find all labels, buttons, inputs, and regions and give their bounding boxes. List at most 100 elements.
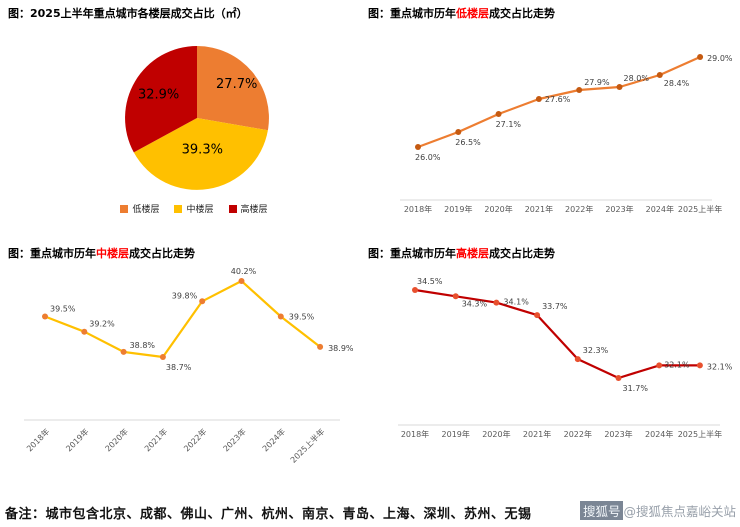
data-point-label: 38.7% [166,363,192,372]
x-axis-tick-label: 2021年 [525,204,553,214]
pie-slice [197,46,269,131]
data-point-marker [238,278,245,284]
x-axis-tick-label: 2019年 [444,204,472,214]
x-axis-tick-label: 2023年 [605,204,633,214]
low-floor-line-chart: 26.0% 26.5% 27.1% 27.6% 27.9% 28.0% 28.4% 29.0%… [400,54,733,214]
data-point-label: 32.3% [583,346,609,355]
x-axis-tick-label: 2022年 [564,429,592,439]
data-point-label: 39.8% [172,291,198,300]
x-axis-tick-label: 2020年 [103,426,130,453]
data-point-label: 28.4% [664,79,690,88]
data-point-marker [574,356,581,363]
x-axis-tick-label: 2021年 [523,429,551,439]
data-point-marker [120,348,127,355]
title-highlight: 低楼层 [456,7,489,20]
mid-floor-trend-panel: 图：重点城市历年中楼层成交占比走势 39.5% 39.2% 38.8% 38.7% 39… [0,240,360,490]
x-axis-tick-label: 2020年 [484,204,512,214]
pie-slice-label: 39.3% [182,143,223,158]
legend-item-mid-floor: 中楼层 [174,202,214,215]
x-axis-tick-label: 2019年 [64,426,91,453]
pie-slice [125,46,197,153]
data-point-marker [616,84,623,90]
x-axis-tick-label: 2022年 [565,204,593,214]
data-point-marker [199,298,206,305]
data-point-label: 39.2% [89,320,115,329]
trend-line [414,288,700,380]
trend-line [417,55,701,149]
x-axis-tick-label: 2023年 [221,426,248,453]
data-point-label: 38.8% [130,341,156,350]
legend-item-high-floor: 高楼层 [228,202,268,215]
x-axis-tick-label: 2025上半年 [678,429,722,439]
data-point-marker [697,54,704,60]
x-axis-tick-label: 2020年 [482,429,510,439]
data-point-marker [159,354,166,360]
data-point-label: 39.5% [289,313,315,322]
trend-line [44,279,321,359]
data-point-marker [535,96,542,102]
footnote: 备注：城市包含北京、成都、佛山、广州、杭州、南京、青岛、上海、深圳、苏州、无锡 [5,507,532,522]
pie-slice [133,118,268,190]
pie-chart: 27.7% 39.3% 32.9% [125,46,269,190]
data-point-marker [42,313,48,320]
data-point-label: 26.0% [415,153,441,162]
data-point-marker [534,312,541,319]
x-axis-tick-label: 2019年 [442,429,470,439]
data-point-marker [412,287,418,293]
x-axis-tick-label: 2024年 [645,429,673,439]
data-point-label: 31.7% [623,384,649,393]
x-axis-tick-label: 2018年 [404,204,432,214]
legend-label: 低楼层 [132,205,160,215]
x-axis-tick-label: 2023年 [604,429,632,439]
title-text: 成交占比走势 [489,247,555,260]
data-point-marker [452,293,459,300]
x-axis-tick-label: 2021年 [142,426,169,453]
data-point-marker [277,313,284,320]
data-point-marker [696,362,703,369]
high-floor-chart-title: 图：重点城市历年高楼层成交占比走势 [368,245,555,261]
x-axis-tick-label: 2022年 [181,426,208,453]
title-text: 成交占比走势 [129,247,195,260]
pie-chart-title: 图：2025上半年重点城市各楼层成交占比（㎡） [8,7,248,20]
pie-slice-label: 27.7% [216,77,257,92]
title-text: 图：重点城市历年 [8,247,96,260]
data-point-label: 26.5% [455,138,481,147]
data-point-label: 27.6% [545,95,571,104]
data-point-marker [576,87,583,93]
low-floor-trend-panel: 图：重点城市历年低楼层成交占比走势 26.0% 26.5% 27.1% 27.6% 27… [360,0,740,240]
title-text: 图：重点城市历年 [368,247,456,260]
data-point-marker [495,111,502,117]
legend-label: 高楼层 [240,205,268,215]
data-point-label: 34.3% [462,299,488,308]
data-point-label: 32.1% [707,362,733,371]
data-point-label: 39.5% [50,305,76,314]
data-point-label: 28.0% [624,74,650,83]
legend-label: 中楼层 [186,205,214,215]
data-point-label: 40.2% [231,267,257,276]
data-point-label: 38.9% [328,344,354,353]
data-point-label: 33.7% [542,302,568,311]
data-point-marker [81,328,88,335]
data-point-label: 32.1% [664,360,690,369]
x-axis-tick-label: 2024年 [260,426,287,453]
x-axis-tick-label: 2024年 [646,204,674,214]
pie-legend: 低楼层 中楼层 高楼层 [0,202,360,215]
data-point-label: 29.0% [707,54,733,63]
mid-floor-line-chart: 39.5% 39.2% 38.8% 38.7% 39.8% 40.2% 39.5% 38.9%… [24,267,354,465]
data-point-marker [656,362,663,369]
sohu-account-badge: 搜狐号 [579,501,624,520]
x-axis-tick-label: 2018年 [401,429,429,439]
title-highlight: 高楼层 [456,247,489,260]
watermark: 搜狐号 @搜狐焦点嘉峪关站 [579,501,736,520]
pie-chart-panel: 图：2025上半年重点城市各楼层成交占比（㎡） 27.7% 39.3% 32.9% … [0,0,360,240]
data-point-marker [493,299,500,306]
data-point-label: 34.1% [503,298,529,307]
x-axis-tick-label: 2025上半年 [288,426,326,464]
legend-swatch-mid-icon [174,204,183,213]
data-point-marker [615,375,622,381]
watermark-text: @搜狐焦点嘉峪关站 [623,504,736,519]
data-point-label: 27.1% [496,120,522,129]
legend-swatch-low-icon [120,204,129,213]
legend-item-low-floor: 低楼层 [120,202,159,215]
